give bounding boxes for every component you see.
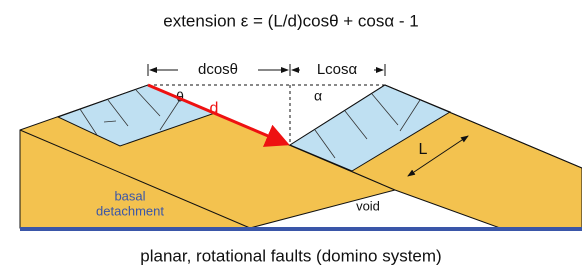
displacement-label: d: [210, 100, 219, 117]
diagram: extension ε = (L/d)cosθ + cosα - 1 dcosθ…: [0, 0, 582, 271]
title: extension ε = (L/d)cosθ + cosα - 1: [163, 11, 419, 30]
caption: planar, rotational faults (domino system…: [140, 246, 441, 265]
detachment-label: detachment: [96, 203, 164, 218]
angle-label: α: [314, 88, 322, 104]
length-label: L: [419, 141, 428, 158]
dimension-label: Lcosα: [317, 61, 358, 78]
dimension-label: dcosθ: [198, 61, 238, 78]
void-label: void: [356, 198, 380, 213]
detachment-label: basal: [114, 188, 145, 203]
